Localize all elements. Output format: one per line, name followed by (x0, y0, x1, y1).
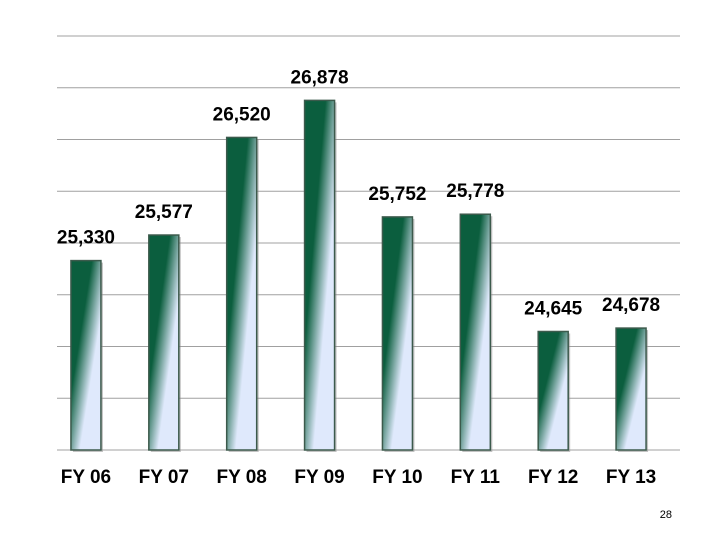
x-tick-label: FY 09 (294, 467, 344, 488)
bar (225, 136, 258, 451)
x-tick-label: FY 08 (217, 467, 267, 488)
bar (615, 327, 647, 451)
bar (148, 234, 180, 451)
page-number: 28 (660, 509, 672, 521)
value-label: 24,678 (602, 295, 660, 316)
bar (459, 213, 492, 451)
x-tick-label: FY 11 (451, 467, 501, 488)
value-label: 24,645 (524, 299, 583, 320)
bar (537, 330, 569, 451)
x-tick-label: FY 06 (61, 467, 111, 488)
x-tick-label: FY 10 (372, 467, 422, 488)
value-label: 26,520 (213, 104, 271, 125)
x-tick-label: FY 13 (606, 467, 656, 488)
bar (381, 216, 414, 451)
value-label: 25,577 (135, 202, 193, 223)
x-tick-label: FY 12 (528, 467, 578, 488)
value-label: 25,752 (368, 184, 426, 205)
bar (70, 259, 102, 451)
x-tick-label: FY 07 (139, 467, 189, 488)
value-label: 25,778 (446, 181, 504, 202)
value-label: 25,330 (57, 228, 115, 249)
bar (303, 99, 336, 451)
value-label: 26,878 (291, 67, 349, 88)
